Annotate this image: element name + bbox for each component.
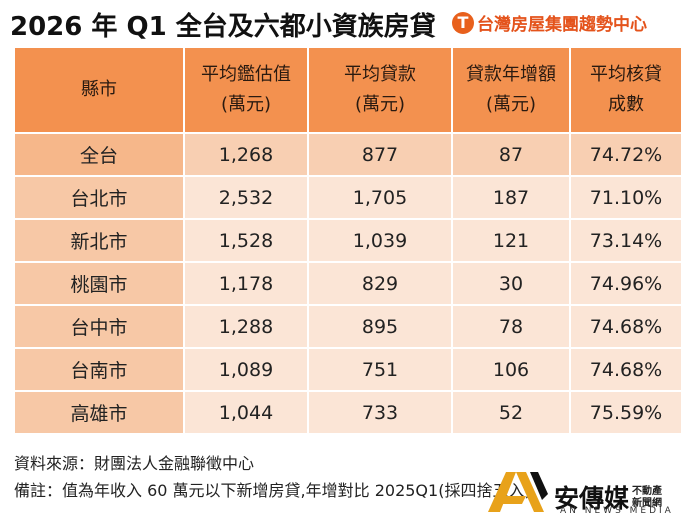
watermark-english: AN NEWS MEDIA [560, 506, 674, 516]
title-bar: 2026 年 Q1 全台及六都小資族房貸 T 台灣房屋集團趨勢中心 [0, 0, 696, 46]
row-appraisal: 1,288 [183, 304, 309, 349]
header-city: 縣市 [13, 46, 185, 134]
row-ratio: 74.68% [569, 347, 683, 392]
table-row: 台中市 1,288 895 78 74.68% [13, 304, 683, 349]
brand: T 台灣房屋集團趨勢中心 [452, 10, 647, 35]
watermark-side-line2: 新聞網 [632, 498, 663, 509]
row-appraisal: 1,178 [183, 261, 309, 306]
header-appraisal-label: 平均鑑估值 [201, 64, 291, 85]
row-city: 台北市 [13, 175, 185, 220]
row-growth: 87 [451, 132, 571, 177]
watermark-main: 安傳媒 [554, 484, 630, 513]
row-appraisal: 1,268 [183, 132, 309, 177]
row-ratio: 74.68% [569, 304, 683, 349]
header-ratio-unit: 成數 [608, 94, 644, 115]
header-appraisal-unit: (萬元) [220, 94, 272, 115]
table-row: 台南市 1,089 751 106 74.68% [13, 347, 683, 392]
table-row: 桃園市 1,178 829 30 74.96% [13, 261, 683, 306]
row-city: 桃園市 [13, 261, 185, 306]
row-city: 高雄市 [13, 390, 185, 435]
brand-name: 台灣房屋集團趨勢中心 [477, 15, 647, 35]
row-appraisal: 1,089 [183, 347, 309, 392]
row-appraisal: 1,528 [183, 218, 309, 263]
row-ratio: 74.72% [569, 132, 683, 177]
table-row: 全台 1,268 877 87 74.72% [13, 132, 683, 177]
row-loan: 751 [307, 347, 453, 392]
table-header-row: 縣市 平均鑑估值 (萬元) 平均貸款 (萬元) 貸款年增額 (萬元) 平均核貸成數 [13, 46, 683, 134]
footnotes: 資料來源：財團法人金融聯徵中心 備註：值為年收入 60 萬元以下新增房貸,年增對… [14, 450, 531, 504]
row-appraisal: 1,044 [183, 390, 309, 435]
row-city: 新北市 [13, 218, 185, 263]
table-row: 台北市 2,532 1,705 187 71.10% [13, 175, 683, 220]
row-appraisal: 2,532 [183, 175, 309, 220]
header-appraisal: 平均鑑估值 (萬元) [183, 46, 309, 134]
watermark-side: 不動產 新聞網 [632, 486, 662, 510]
row-growth: 187 [451, 175, 571, 220]
watermark-side-line1: 不動產 [632, 486, 663, 497]
row-city: 台南市 [13, 347, 185, 392]
row-ratio: 75.59% [569, 390, 683, 435]
loan-table: 縣市 平均鑑估值 (萬元) 平均貸款 (萬元) 貸款年增額 (萬元) 平均核貸成數 全… [13, 46, 683, 435]
row-growth: 30 [451, 261, 571, 306]
row-loan: 895 [307, 304, 453, 349]
row-city: 台中市 [13, 304, 185, 349]
page-title: 2026 年 Q1 全台及六都小資族房貸 [10, 12, 436, 42]
row-growth: 121 [451, 218, 571, 263]
row-ratio: 74.96% [569, 261, 683, 306]
header-loan-label: 平均貸款 [344, 64, 416, 85]
row-loan: 829 [307, 261, 453, 306]
row-growth: 78 [451, 304, 571, 349]
row-ratio: 71.10% [569, 175, 683, 220]
an-news-logo-icon [486, 466, 550, 514]
header-growth-label: 貸款年增額 [466, 64, 556, 85]
header-ratio-label: 平均核貸 [590, 64, 662, 85]
source-note: 資料來源：財團法人金融聯徵中心 [14, 454, 255, 473]
row-loan: 1,039 [307, 218, 453, 263]
an-news-watermark: 安傳媒 不動產 新聞網 [486, 466, 662, 514]
row-growth: 106 [451, 347, 571, 392]
header-loan: 平均貸款 (萬元) [307, 46, 453, 134]
remark-note: 備註：值為年收入 60 萬元以下新增房貸,年增對比 2025Q1(採四捨五入) [14, 481, 531, 500]
header-loan-unit: (萬元) [354, 94, 406, 115]
header-city-label: 縣市 [81, 79, 117, 100]
table-row: 新北市 1,528 1,039 121 73.14% [13, 218, 683, 263]
row-loan: 733 [307, 390, 453, 435]
row-loan: 1,705 [307, 175, 453, 220]
header-ratio: 平均核貸 成數 [569, 46, 683, 134]
row-city: 全台 [13, 132, 185, 177]
row-growth: 52 [451, 390, 571, 435]
header-growth: 貸款年增額 (萬元) [451, 46, 571, 134]
table-row: 高雄市 1,044 733 52 75.59% [13, 390, 683, 435]
tw-logo-icon: T [452, 11, 474, 34]
header-growth-unit: (萬元) [485, 94, 537, 115]
row-ratio: 73.14% [569, 218, 683, 263]
row-loan: 877 [307, 132, 453, 177]
